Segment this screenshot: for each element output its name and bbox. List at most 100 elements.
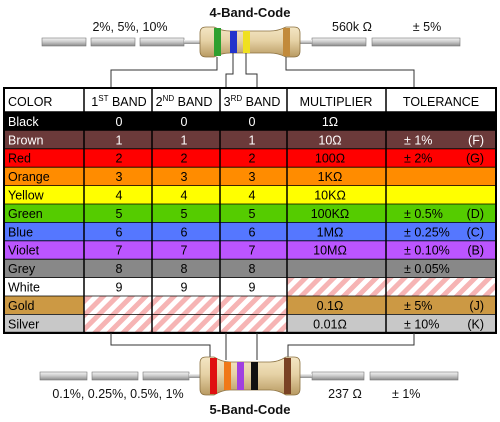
band2-value: 2 [181, 152, 188, 166]
color-name: Red [8, 152, 31, 166]
four-band-bar-1 [41, 37, 87, 47]
band1-value: 2 [116, 152, 123, 166]
table-row: Blue 6 6 6 1MΩ ± 0.25% (C) [4, 222, 496, 241]
band1-value: 0 [116, 115, 123, 129]
four-band-tolerance-range-label: 2%, 5%, 10% [92, 20, 167, 34]
multiplier-value: 1MΩ [317, 225, 344, 239]
not-applicable-multiplier-cell [287, 277, 386, 296]
not-applicable-digit-cells [84, 296, 287, 315]
multiplier-value: 0.01Ω [313, 317, 347, 331]
row-background [4, 185, 496, 204]
table-row: Silver 0.01Ω ± 10% (K) [4, 314, 496, 333]
band2-value: 8 [181, 262, 188, 276]
four-band-band-blue [230, 31, 237, 53]
five-band-connector-tolerance [287, 333, 415, 357]
header-multiplier: MULTIPLIER [300, 95, 373, 109]
band1-value: 4 [116, 189, 123, 203]
four-band-bar-2 [90, 37, 136, 47]
header-color: COLOR [8, 95, 52, 109]
row-background [4, 204, 496, 223]
band3-value: 1 [249, 133, 256, 147]
tolerance-value: ± 1% [404, 133, 432, 147]
tolerance-code: (G) [466, 152, 484, 166]
four-band-connector-tolerance [285, 57, 415, 88]
table-row: Gold 0.1Ω ± 5% (J) [4, 296, 496, 315]
table-rows: Black 0 0 0 1Ω Brown 1 1 1 10Ω ± 1% (F) Red 2 2 2 100Ω ± … [4, 112, 496, 333]
tolerance-value: ± 0.25% [404, 225, 450, 239]
color-code-table: COLOR 1ST BAND 2ND BAND 3RD BAND MULTIPL… [3, 87, 497, 334]
table-row: Green 5 5 5 100KΩ ± 0.5% (D) [4, 204, 496, 223]
color-name: Violet [8, 244, 40, 258]
multiplier-value: 10Ω [318, 133, 341, 147]
color-name: Gold [8, 299, 34, 313]
row-background [4, 259, 496, 278]
tolerance-code: (C) [467, 225, 484, 239]
tolerance-value: ± 10% [404, 317, 439, 331]
band3-value: 8 [249, 262, 256, 276]
row-background [4, 167, 496, 186]
band2-value: 0 [181, 115, 188, 129]
table-row: Violet 7 7 7 10MΩ ± 0.10% (B) [4, 240, 496, 260]
four-band-tolerance-label: ± 5% [413, 20, 441, 34]
table-row: White 9 9 9 [4, 277, 496, 296]
tolerance-value: ± 0.5% [404, 207, 443, 221]
four-band-connector-band2 [245, 53, 258, 88]
band2-value: 3 [181, 170, 188, 184]
five-band-band-violet [237, 362, 244, 390]
four-band-connector-band1 [225, 53, 234, 88]
band1-value: 1 [116, 133, 123, 147]
band3-value: 6 [249, 225, 256, 239]
band2-value: 9 [181, 281, 188, 295]
table-row: Red 2 2 2 100Ω ± 2% (G) [4, 148, 496, 168]
color-name: Green [8, 207, 43, 221]
four-band-band-green [214, 28, 221, 56]
color-name: Orange [8, 170, 50, 184]
band2-value: 7 [181, 244, 188, 258]
row-background [4, 148, 496, 168]
band3-value: 2 [249, 152, 256, 166]
five-band-section: 0.1%, 0.25%, 0.5%, 1% 237 Ω ± 1% 5-Band-… [39, 333, 459, 417]
header-tolerance: TOLERANCE [403, 95, 479, 109]
five-band-title: 5-Band-Code [210, 402, 291, 417]
row-background [4, 240, 496, 260]
tolerance-code: (B) [467, 244, 484, 258]
tolerance-code: (D) [467, 207, 484, 221]
band1-value: 9 [116, 281, 123, 295]
color-name: Blue [8, 225, 33, 239]
row-background [4, 112, 496, 131]
band2-value: 6 [181, 225, 188, 239]
table-row: Grey 8 8 8 ± 0.05% [4, 259, 496, 278]
five-band-bar-3 [142, 371, 190, 381]
tolerance-code: (F) [468, 133, 484, 147]
five-band-band-black [251, 362, 258, 390]
five-band-bar-2 [91, 371, 139, 381]
band2-value: 4 [181, 189, 188, 203]
band3-value: 0 [249, 115, 256, 129]
band3-value: 9 [249, 281, 256, 295]
tolerance-code: (K) [467, 317, 484, 331]
band1-value: 8 [116, 262, 123, 276]
header-3rd-band: 3RD BAND [224, 94, 281, 109]
four-band-bar-3 [139, 37, 185, 47]
five-band-band-brown [284, 358, 291, 394]
row-background [4, 222, 496, 241]
five-band-bar-5 [369, 371, 459, 381]
band1-value: 3 [116, 170, 123, 184]
four-band-section: 4-Band-Code 2%, 5%, 10% 560k Ω ± 5% [41, 5, 461, 88]
four-band-title: 4-Band-Code [210, 5, 291, 20]
color-name: Yellow [8, 189, 45, 203]
color-name: White [8, 281, 40, 295]
four-band-bar-4 [311, 37, 367, 47]
four-band-connector-color [110, 57, 218, 88]
five-band-tolerance-range-label: 0.1%, 0.25%, 0.5%, 1% [52, 387, 183, 401]
table-row: Yellow 4 4 4 10KΩ [4, 185, 496, 204]
tolerance-value: ± 2% [404, 152, 432, 166]
band3-value: 5 [249, 207, 256, 221]
five-band-bar-1 [39, 371, 88, 381]
five-band-band-red [210, 358, 217, 394]
four-band-band-yellow [243, 31, 250, 53]
band2-value: 1 [181, 133, 188, 147]
band1-value: 6 [116, 225, 123, 239]
multiplier-value: 100KΩ [311, 207, 350, 221]
